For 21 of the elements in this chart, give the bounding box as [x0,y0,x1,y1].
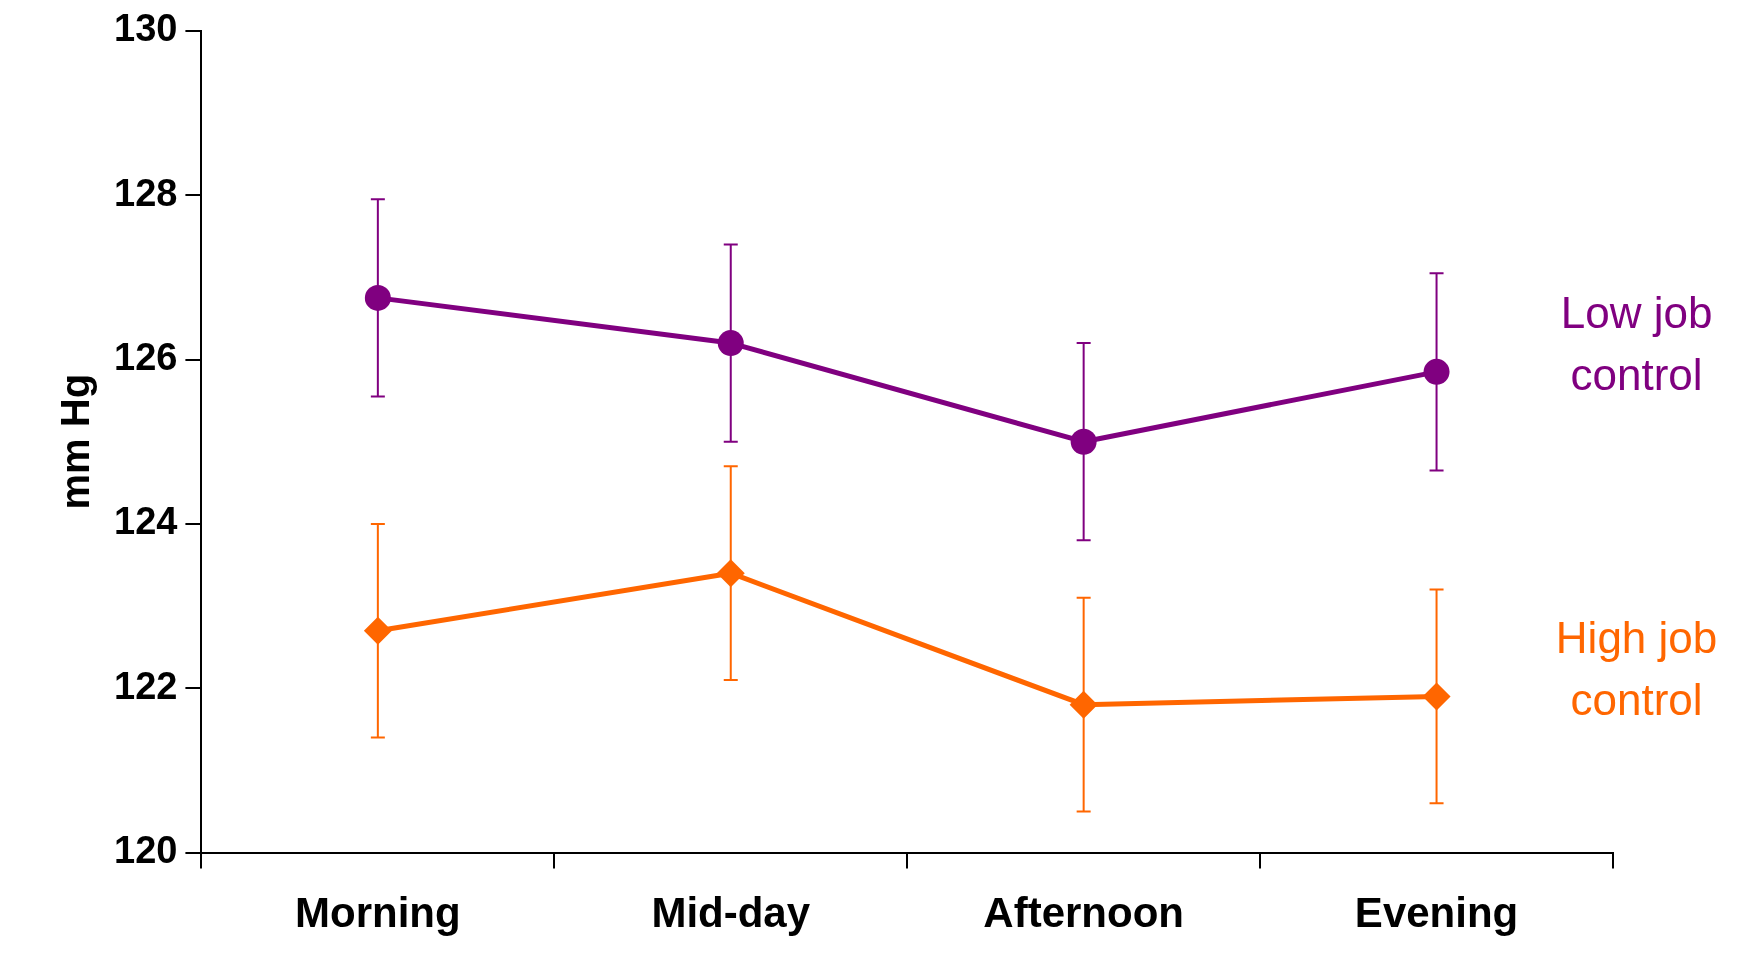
point [1423,358,1450,385]
y-tick-label: 124 [114,500,178,543]
text: High job control [1555,612,1718,724]
y-tick-label: 128 [114,171,178,214]
point [1422,682,1451,711]
y-tick-label: 126 [114,336,178,378]
x-tick-label: Afternoon [983,889,1184,937]
y-tick-label: 120 [114,829,178,872]
point [363,616,392,645]
y-axis-title: mm Hg [53,373,98,510]
x-tick-label: Morning [295,889,461,937]
point [716,559,745,588]
x-tick-label: Mid-day [651,889,811,937]
point [364,284,391,311]
y-tick-label: 122 [114,664,178,707]
point [1070,428,1097,455]
text: Low job control [1560,287,1713,399]
x-tick-label: Evening [1354,889,1519,937]
point [1069,690,1098,719]
point [717,330,744,357]
y-tick-label: 130 [114,7,178,50]
